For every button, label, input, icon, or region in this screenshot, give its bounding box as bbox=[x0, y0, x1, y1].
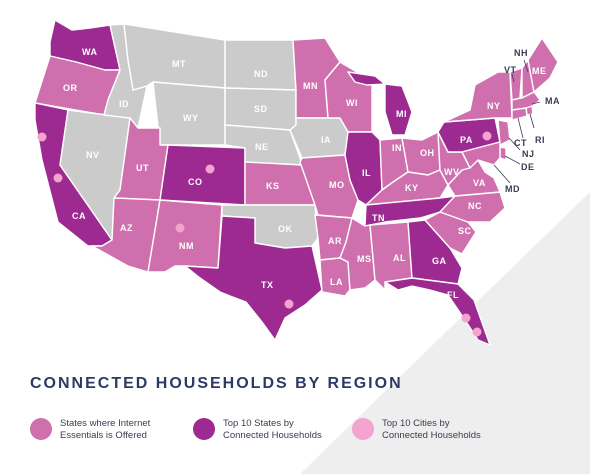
leader-lines bbox=[493, 59, 541, 184]
label-ok: OK bbox=[278, 224, 293, 234]
label-wy: WY bbox=[183, 113, 199, 123]
legend-label-line2: Connected Households bbox=[382, 430, 481, 441]
state-mt bbox=[123, 23, 226, 91]
city-marker bbox=[472, 327, 482, 337]
state-mi-up bbox=[347, 71, 386, 86]
label-wa: WA bbox=[82, 47, 98, 57]
legend-label-line2: Connected Households bbox=[223, 430, 322, 441]
label-wi: WI bbox=[346, 98, 358, 108]
label-ca: CA bbox=[72, 211, 86, 221]
legend-label-line2: Essentials is Offered bbox=[60, 430, 147, 441]
label-il: IL bbox=[362, 168, 371, 178]
state-ny bbox=[443, 71, 513, 123]
legend-swatch-top10-states bbox=[193, 418, 215, 440]
label-md: MD bbox=[505, 184, 520, 194]
label-tn: TN bbox=[372, 213, 385, 223]
leader-ct bbox=[517, 117, 524, 139]
label-az: AZ bbox=[120, 223, 133, 233]
state-tx bbox=[184, 215, 323, 341]
label-wv: WV bbox=[444, 167, 460, 177]
city-marker bbox=[175, 223, 185, 233]
label-id: ID bbox=[119, 99, 129, 109]
label-nv: NV bbox=[86, 150, 100, 160]
leader-md bbox=[493, 164, 511, 184]
background-band bbox=[300, 192, 590, 474]
city-marker bbox=[37, 132, 47, 142]
legend-item-top10-cities: Top 10 Cities by Connected Households bbox=[352, 418, 512, 442]
leader-ma bbox=[531, 101, 541, 105]
label-ks: KS bbox=[266, 181, 280, 191]
state-labels: WA OR CA NV ID MT WY UT CO AZ NM ND SD N… bbox=[63, 47, 560, 300]
label-mn: MN bbox=[303, 81, 318, 91]
page-title: CONNECTED HOUSEHOLDS BY REGION bbox=[30, 375, 403, 392]
state-nm bbox=[147, 199, 223, 273]
state-ct bbox=[511, 107, 528, 121]
state-me bbox=[527, 37, 559, 93]
label-ar: AR bbox=[328, 236, 342, 246]
label-ma: MA bbox=[545, 96, 560, 106]
state-de bbox=[499, 146, 507, 161]
leader-de bbox=[504, 155, 521, 165]
state-ms bbox=[339, 217, 376, 291]
label-pa: PA bbox=[460, 135, 473, 145]
label-nc: NC bbox=[468, 201, 482, 211]
legend-swatch-top10-cities bbox=[352, 418, 374, 440]
label-ky: KY bbox=[405, 183, 419, 193]
states-layer bbox=[34, 19, 559, 346]
label-sc: SC bbox=[458, 226, 472, 236]
label-de: DE bbox=[521, 162, 535, 172]
leader-nj bbox=[508, 137, 521, 151]
legend-swatch-offered bbox=[30, 418, 52, 440]
label-la: LA bbox=[330, 277, 343, 287]
legend-label-line1: States where Internet bbox=[60, 418, 151, 429]
label-nh: NH bbox=[514, 48, 528, 58]
label-in: IN bbox=[392, 143, 402, 153]
label-ri: RI bbox=[535, 135, 545, 145]
label-nj: NJ bbox=[522, 149, 535, 159]
state-co bbox=[159, 144, 246, 206]
city-marker bbox=[284, 299, 294, 309]
city-marker bbox=[482, 131, 492, 141]
label-nm: NM bbox=[179, 241, 194, 251]
leader-nh bbox=[523, 59, 529, 73]
label-va: VA bbox=[473, 178, 486, 188]
city-marker bbox=[205, 164, 215, 174]
city-marker bbox=[53, 173, 63, 183]
label-tx: TX bbox=[261, 280, 274, 290]
label-ut: UT bbox=[136, 163, 149, 173]
label-sd: SD bbox=[254, 104, 268, 114]
label-nd: ND bbox=[254, 69, 268, 79]
leader-vt bbox=[511, 73, 515, 83]
label-fl: FL bbox=[447, 290, 459, 300]
label-mo: MO bbox=[329, 180, 345, 190]
legend-item-top10-states: Top 10 States by Connected Households bbox=[193, 418, 353, 442]
label-mt: MT bbox=[172, 59, 186, 69]
label-ia: IA bbox=[321, 135, 331, 145]
state-fl bbox=[384, 277, 491, 346]
legend-label-line1: Top 10 Cities by bbox=[382, 418, 450, 429]
city-marker bbox=[461, 313, 471, 323]
label-me: ME bbox=[532, 66, 547, 76]
label-ga: GA bbox=[432, 256, 447, 266]
state-nd bbox=[224, 39, 297, 91]
state-mi bbox=[384, 83, 413, 136]
label-ms: MS bbox=[357, 254, 372, 264]
label-mi: MI bbox=[396, 109, 407, 119]
label-ct: CT bbox=[514, 138, 527, 148]
city-markers bbox=[37, 131, 492, 337]
legend-item-offered: States where Internet Essentials is Offe… bbox=[30, 418, 190, 442]
label-or: OR bbox=[63, 83, 78, 93]
label-ny: NY bbox=[487, 101, 501, 111]
leader-ri bbox=[529, 113, 535, 129]
label-co: CO bbox=[188, 177, 203, 187]
label-vt: VT bbox=[504, 65, 517, 75]
state-ia bbox=[289, 117, 349, 159]
label-oh: OH bbox=[420, 148, 435, 158]
label-al: AL bbox=[393, 253, 406, 263]
legend-label-line1: Top 10 States by bbox=[223, 418, 294, 429]
state-nj bbox=[497, 119, 511, 146]
label-ne: NE bbox=[255, 142, 269, 152]
